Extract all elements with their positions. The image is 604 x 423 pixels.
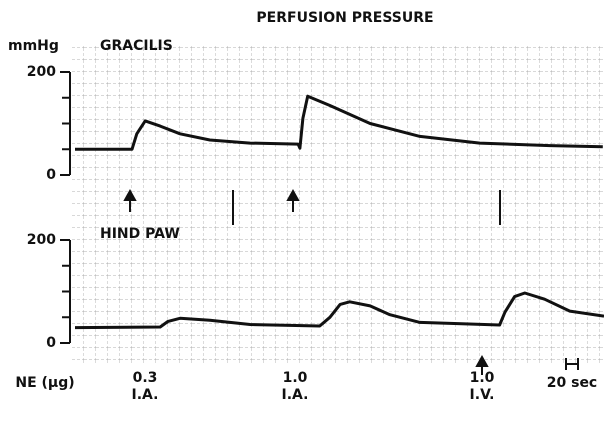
dose-route: I.V.	[470, 387, 495, 403]
y-tick-label: 200	[27, 232, 56, 248]
dose-route: I.A.	[282, 387, 309, 403]
y-label: mmHg	[8, 38, 59, 54]
panel-title: HIND PAW	[100, 226, 180, 242]
dose-amount: 0.3	[133, 370, 158, 386]
scale-bar-label: 20 sec	[547, 375, 597, 391]
title: PERFUSION PRESSURE	[256, 10, 433, 26]
dose-amount: 1.0	[470, 370, 495, 386]
panel-title: GRACILIS	[100, 38, 173, 54]
graph-paper	[72, 45, 604, 365]
y-tick-label: 0	[46, 167, 56, 183]
trace	[74, 291, 604, 330]
y-tick-label: 0	[46, 335, 56, 351]
dose-amount: 1.0	[283, 370, 308, 386]
dose-label: NE (μg)	[15, 375, 74, 391]
markers	[123, 188, 579, 375]
dose-route: I.A.	[132, 387, 159, 403]
y-tick-label: 200	[27, 64, 56, 80]
trace	[75, 94, 603, 151]
